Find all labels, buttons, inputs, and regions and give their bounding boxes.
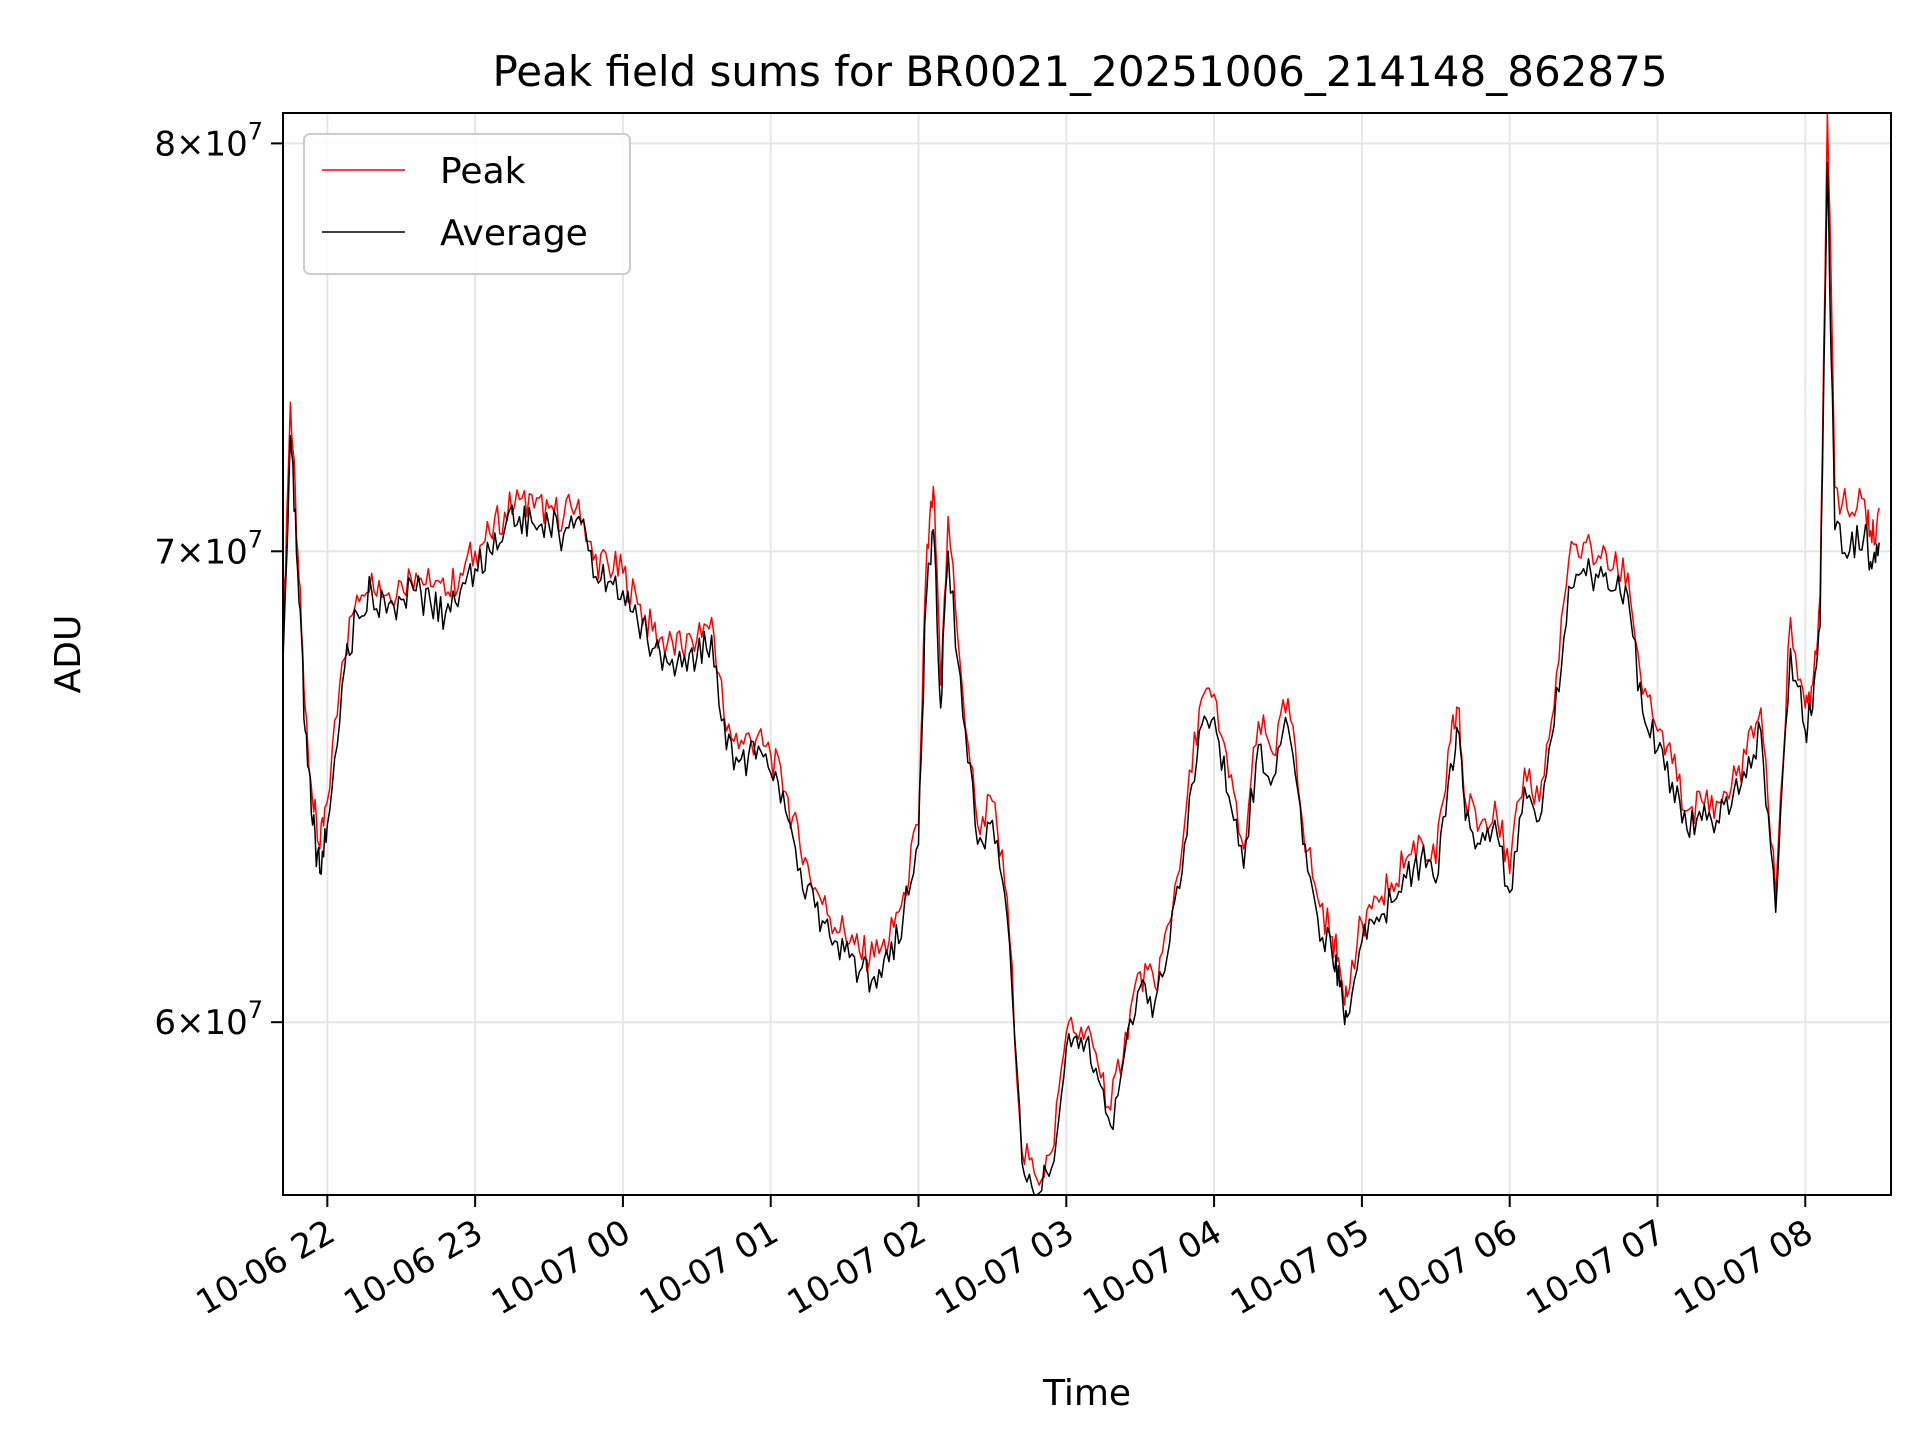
y-tick-label: 8×107	[154, 117, 263, 164]
x-axis-label: Time	[1042, 1373, 1131, 1414]
legend-box	[303, 133, 631, 275]
series-line-peak	[282, 112, 1880, 1186]
series-line-average	[282, 161, 1880, 1196]
y-axis: 6×107 7×107 8×107	[154, 117, 283, 1043]
grid	[283, 113, 1891, 1195]
chart-title: Peak field sums for BR0021_20251006_2141…	[492, 47, 1667, 96]
legend-peak-label: Peak	[440, 151, 526, 192]
y-tick-label: 6×107	[154, 996, 263, 1043]
legend-average-label: Average	[440, 213, 588, 254]
y-tick-label: 7×107	[154, 525, 263, 572]
plot-frame	[282, 112, 1892, 1196]
legend: Peak Average	[303, 133, 631, 275]
y-axis-label: ADU	[48, 615, 89, 694]
series-group	[282, 112, 1880, 1196]
